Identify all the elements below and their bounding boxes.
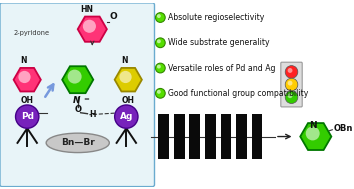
Text: OH: OH xyxy=(122,96,135,105)
Text: HN: HN xyxy=(80,5,93,14)
Ellipse shape xyxy=(46,133,109,153)
Polygon shape xyxy=(300,123,331,150)
Bar xyxy=(189,114,200,159)
Circle shape xyxy=(285,66,298,78)
Bar xyxy=(174,114,185,159)
Text: N: N xyxy=(73,96,80,105)
Text: OBn: OBn xyxy=(333,124,353,133)
Text: N: N xyxy=(121,56,128,65)
Circle shape xyxy=(155,13,165,22)
Polygon shape xyxy=(13,68,41,91)
Text: H: H xyxy=(90,110,96,119)
Circle shape xyxy=(287,68,292,73)
Bar xyxy=(221,114,231,159)
Circle shape xyxy=(157,39,161,43)
Circle shape xyxy=(285,91,298,104)
Circle shape xyxy=(287,81,292,86)
Circle shape xyxy=(155,38,165,48)
Circle shape xyxy=(68,70,82,84)
Circle shape xyxy=(83,20,96,33)
Text: 2-pyridone: 2-pyridone xyxy=(13,30,50,36)
Polygon shape xyxy=(115,68,142,91)
Text: Ag: Ag xyxy=(120,112,133,121)
Circle shape xyxy=(306,126,320,140)
Circle shape xyxy=(16,105,39,128)
Text: Bn—Br: Bn—Br xyxy=(61,138,95,147)
Text: N: N xyxy=(20,56,27,65)
Circle shape xyxy=(157,90,161,94)
Text: Wide substrate generality: Wide substrate generality xyxy=(168,38,270,47)
Circle shape xyxy=(18,71,30,83)
Bar xyxy=(158,114,169,159)
Circle shape xyxy=(287,93,292,98)
Text: Versatile roles of Pd and Ag: Versatile roles of Pd and Ag xyxy=(168,64,276,73)
Bar xyxy=(252,114,262,159)
Circle shape xyxy=(285,78,298,91)
FancyBboxPatch shape xyxy=(0,3,154,187)
Text: O: O xyxy=(74,105,81,114)
Text: =: = xyxy=(84,96,90,102)
Circle shape xyxy=(155,63,165,73)
Circle shape xyxy=(157,65,161,69)
Bar xyxy=(236,114,247,159)
Text: Good functional group compatibility: Good functional group compatibility xyxy=(168,89,308,98)
Text: O: O xyxy=(110,12,118,21)
Text: N: N xyxy=(309,121,317,130)
Circle shape xyxy=(157,14,161,18)
Circle shape xyxy=(119,71,132,83)
Circle shape xyxy=(115,105,138,128)
Text: Absolute regioselectivity: Absolute regioselectivity xyxy=(168,13,264,22)
FancyBboxPatch shape xyxy=(281,62,302,107)
Polygon shape xyxy=(62,66,93,93)
Text: OH: OH xyxy=(21,96,34,105)
Text: Pd: Pd xyxy=(21,112,34,121)
Polygon shape xyxy=(78,17,107,42)
Circle shape xyxy=(155,88,165,98)
Bar xyxy=(205,114,216,159)
